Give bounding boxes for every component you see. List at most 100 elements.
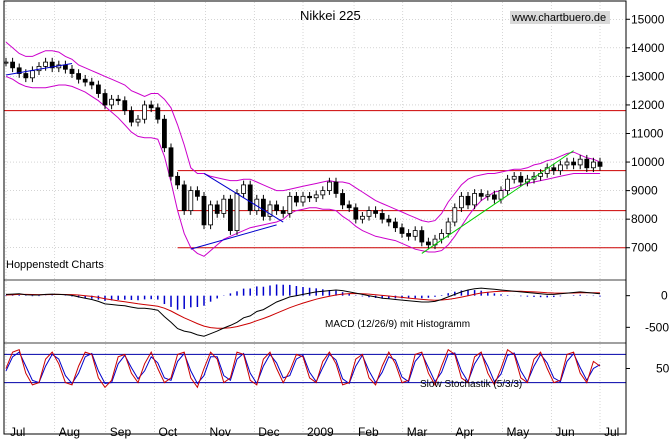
- x-tick-label: 2009: [307, 425, 334, 439]
- price-candle-body: [76, 73, 81, 80]
- x-tick-label: Nov: [210, 425, 231, 439]
- price-candle-body: [445, 221, 451, 234]
- x-tick-label: Aug: [59, 425, 80, 439]
- price-candle-body: [142, 104, 148, 120]
- price-candle-body: [597, 161, 603, 167]
- price-candle-body: [353, 207, 359, 220]
- price-candle-body: [194, 190, 200, 197]
- trendline: [190, 224, 277, 250]
- price-candle-body: [425, 241, 431, 246]
- price-candle-body: [551, 167, 557, 172]
- price-candle-body: [135, 118, 141, 123]
- price-candle-body: [340, 193, 346, 206]
- price-candle-body: [564, 161, 570, 166]
- price-candle-body: [208, 204, 214, 226]
- price-candle-body: [115, 98, 121, 102]
- trendline: [5, 63, 73, 76]
- bollinger-upper-band: [5, 41, 601, 223]
- price-candle-body: [109, 98, 114, 106]
- x-tick-label: Mar: [407, 425, 428, 439]
- price-panel: [3, 41, 603, 257]
- panel-label: Hoppenstedt Charts: [6, 259, 104, 271]
- price-candle-body: [247, 184, 253, 211]
- x-tick-label: Sep: [110, 425, 132, 439]
- macd-title: MACD (12/26/9) mit Histogramm: [325, 319, 470, 330]
- macd-panel: [5, 284, 601, 337]
- price-candle-body: [49, 61, 55, 69]
- price-candle-body: [128, 110, 134, 123]
- price-candle-body: [518, 175, 524, 183]
- price-candle-body: [168, 147, 174, 177]
- macd-tick-label: 0: [661, 289, 668, 303]
- price-candle-body: [373, 210, 379, 214]
- stoch-title: Slow Stochastik (5/3/3): [420, 379, 522, 390]
- support-resistance-lines: [4, 110, 626, 249]
- plot-frame: [3, 0, 627, 435]
- stochastic-panel: [4, 348, 626, 389]
- price-candle-body: [274, 204, 280, 211]
- price-candle-body: [63, 64, 68, 70]
- price-tick-label: 9000: [631, 184, 658, 198]
- price-candle-body: [505, 178, 511, 192]
- price-candle-body: [333, 181, 339, 194]
- price-candle-body: [23, 73, 29, 79]
- price-tick-label: 8000: [631, 212, 658, 226]
- macd-signal-line: [5, 290, 601, 329]
- x-tick-label: May: [507, 425, 530, 439]
- price-tick-label: 11000: [631, 127, 664, 141]
- stoch-d-line: [5, 351, 601, 385]
- price-candle-body: [175, 175, 181, 186]
- price-candle-body: [280, 210, 286, 214]
- price-candle-body: [43, 61, 48, 67]
- trendline: [203, 173, 284, 223]
- price-candle-body: [29, 70, 35, 79]
- price-candle-body: [307, 195, 313, 199]
- price-candle-body: [293, 195, 299, 203]
- price-candle-body: [234, 193, 240, 231]
- price-candle-body: [287, 195, 293, 214]
- price-candle-body: [472, 193, 478, 206]
- price-candle-body: [458, 195, 464, 209]
- price-tick-label: 7000: [631, 241, 658, 255]
- price-candle-body: [122, 100, 128, 112]
- watermark-bg: [510, 11, 610, 24]
- price-candle-body: [406, 233, 412, 237]
- price-candle-body: [452, 207, 458, 223]
- watermark: www.chartbuero.de: [511, 12, 606, 24]
- price-candle-body: [102, 93, 108, 106]
- price-candle-body: [221, 198, 227, 214]
- price-tick-label: 10000: [631, 155, 665, 169]
- x-tick-label: Jul: [10, 425, 25, 439]
- price-candle-body: [326, 181, 332, 192]
- x-tick-label: Jun: [555, 425, 574, 439]
- price-candle-body: [300, 195, 306, 203]
- price-candle-body: [584, 158, 590, 169]
- price-candle-body: [412, 230, 418, 237]
- bollinger-lower-band: [5, 75, 600, 257]
- price-candle-body: [392, 221, 398, 229]
- stoch-k-line: [5, 348, 601, 389]
- price-candle-body: [491, 194, 497, 200]
- price-candle-body: [465, 195, 471, 206]
- price-candle-body: [346, 204, 352, 209]
- price-candle-body: [511, 175, 517, 180]
- price-candle-body: [227, 198, 233, 231]
- x-tick-label: Feb: [358, 425, 379, 439]
- price-candle-body: [241, 184, 247, 194]
- price-candle-body: [485, 194, 491, 197]
- macd-line: [5, 287, 601, 337]
- price-candle-body: [419, 230, 425, 243]
- price-candle-body: [577, 158, 583, 166]
- price-tick-label: 13000: [631, 69, 665, 83]
- price-candle-body: [82, 78, 88, 83]
- stoch-tick-label: 50: [656, 362, 670, 376]
- price-candle-body: [188, 190, 194, 212]
- price-candle-body: [260, 198, 266, 217]
- price-candle-body: [558, 164, 563, 172]
- price-candle-body: [69, 68, 75, 74]
- price-candle-body: [320, 190, 326, 196]
- price-tick-label: 14000: [631, 41, 665, 55]
- price-candle-body: [16, 67, 22, 74]
- x-tick-label: Dec: [258, 425, 279, 439]
